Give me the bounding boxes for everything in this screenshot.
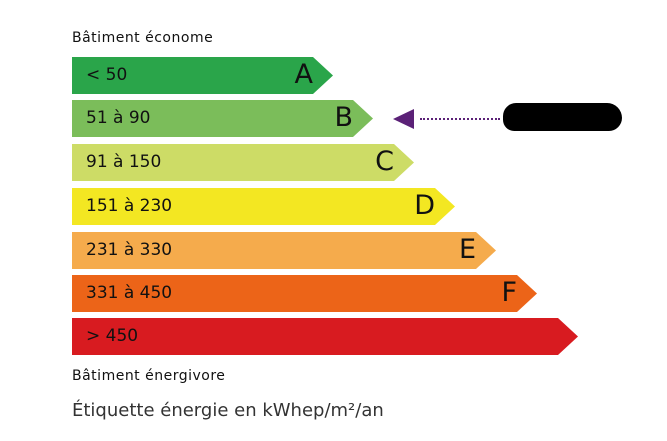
class-letter: E	[458, 234, 476, 265]
class-letter: A	[294, 59, 313, 90]
energy-class-g: > 450	[72, 318, 578, 355]
caption: Étiquette énergie en kWhep/m²/an	[72, 400, 384, 421]
redacted-value	[503, 103, 622, 131]
class-range: 331 à 450	[86, 283, 173, 303]
energy-class-a: < 50 A	[72, 57, 333, 94]
class-letter: C	[375, 146, 394, 177]
class-range: 91 à 150	[86, 152, 162, 172]
bottom-label: Bâtiment énergivore	[72, 368, 226, 384]
energy-class-b: 51 à 90 B	[72, 100, 373, 137]
energy-class-f: 331 à 450 F	[72, 275, 537, 312]
class-range: 231 à 330	[86, 240, 173, 260]
current-class-arrow-icon	[393, 109, 414, 129]
energy-class-e: 231 à 330 E	[72, 232, 496, 269]
class-range: 151 à 230	[86, 196, 173, 216]
class-range: < 50	[86, 65, 128, 85]
pointer-dotted-line	[420, 118, 500, 120]
class-letter: F	[501, 277, 517, 308]
energy-class-d: 151 à 230 D	[72, 188, 455, 225]
class-letter: B	[334, 102, 353, 133]
class-range: > 450	[86, 326, 139, 346]
class-letter: D	[414, 190, 435, 221]
energy-class-c: 91 à 150 C	[72, 144, 414, 181]
class-range: 51 à 90	[86, 108, 151, 128]
top-label: Bâtiment économe	[72, 30, 214, 46]
